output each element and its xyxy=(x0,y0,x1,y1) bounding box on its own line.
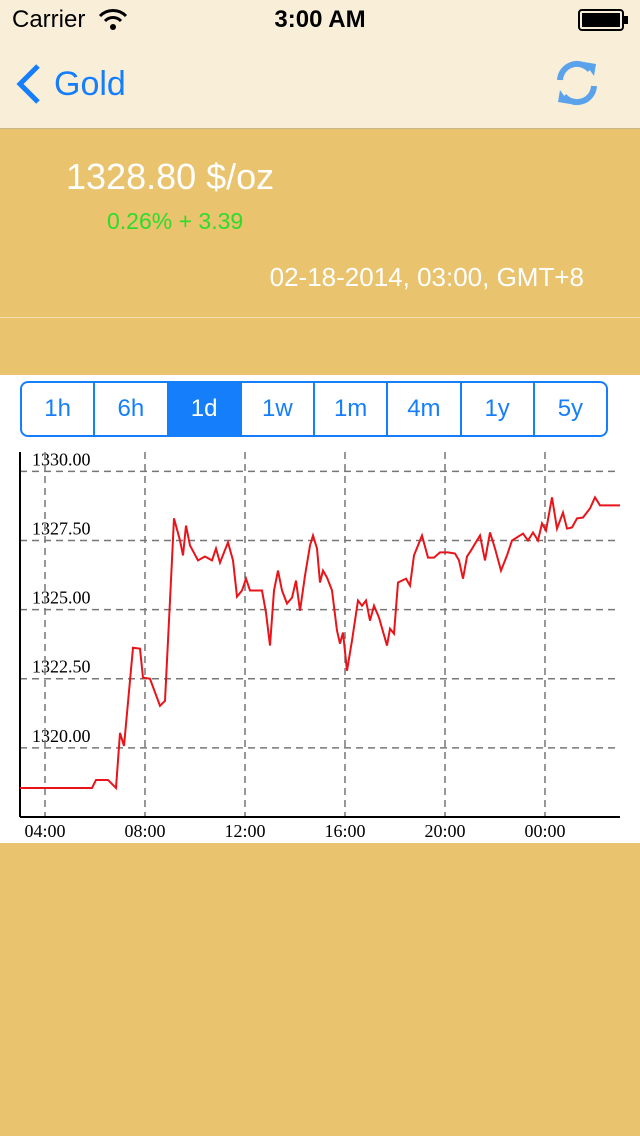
x-tick-label: 16:00 xyxy=(324,821,365,841)
price-line xyxy=(20,495,620,791)
chart: 1320.00 1322.50 1325.00 1327.50 1330.00 04:00… xyxy=(19,449,620,841)
clock: 3:00 AM xyxy=(274,6,366,33)
range-option[interactable]: 1h xyxy=(44,395,71,422)
wifi-icon xyxy=(98,9,128,30)
x-tick-label: 20:00 xyxy=(424,821,465,841)
x-tick-label: 00:00 xyxy=(524,821,565,841)
divider xyxy=(0,317,640,318)
header xyxy=(0,0,640,129)
back-label: Gold xyxy=(54,64,126,103)
y-tick-label: 1330.00 xyxy=(32,449,91,469)
back-button[interactable]: Gold xyxy=(14,62,126,106)
x-tick-label: 12:00 xyxy=(224,821,265,841)
refresh-button[interactable] xyxy=(552,58,602,108)
timestamp: 02-18-2014, 03:00, GMT+8 xyxy=(269,262,584,292)
y-tick-label: 1322.50 xyxy=(32,657,91,677)
range-option[interactable]: 1d xyxy=(166,383,240,435)
range-selector: 1h 6h 1d 1w 1m 4m 1y 5y xyxy=(20,381,608,437)
price: 1328.80 $/oz xyxy=(66,156,275,197)
change: 0.26% + 3.39 xyxy=(107,208,244,234)
range-option[interactable]: 1y xyxy=(459,383,533,435)
x-tick-label: 08:00 xyxy=(124,821,165,841)
range-option[interactable]: 6h xyxy=(93,383,166,435)
x-tick-label: 04:00 xyxy=(24,821,65,841)
range-option[interactable]: 1m xyxy=(313,383,386,435)
range-option[interactable]: 5y xyxy=(532,383,606,435)
carrier: Carrier xyxy=(12,6,86,33)
y-tick-label: 1320.00 xyxy=(32,726,91,746)
range-option[interactable]: 1w xyxy=(239,383,313,435)
battery-icon xyxy=(578,9,628,31)
y-tick-label: 1327.50 xyxy=(32,518,91,538)
range-option[interactable]: 4m xyxy=(386,383,459,435)
back-chevron xyxy=(16,64,40,104)
y-tick-label: 1325.00 xyxy=(32,588,91,608)
